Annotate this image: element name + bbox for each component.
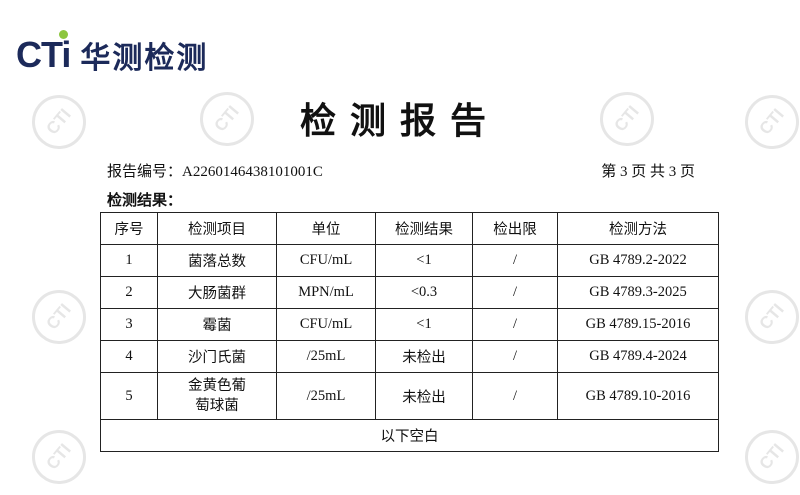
watermark-stamp: CTI (20, 418, 98, 495)
report-title: 检测报告 (299, 101, 500, 141)
table-cell: CFU/mL (276, 244, 376, 277)
column-header: 检出限 (472, 212, 558, 245)
table-cell: 4 (100, 340, 158, 373)
logo-latin: CTi (16, 30, 71, 76)
table-cell: GB 4789.2-2022 (557, 244, 719, 277)
table-header-row: 序号 检测项目 单位 检测结果 检出限 检测方法 (100, 212, 719, 245)
table-cell: CFU/mL (276, 308, 376, 341)
table-cell: GB 4789.3-2025 (557, 276, 719, 309)
column-header: 检测方法 (557, 212, 719, 245)
table-cell: / (472, 372, 558, 420)
table-cell: / (472, 244, 558, 277)
table-cell: 2 (100, 276, 158, 309)
blank-note: 以下空白 (100, 419, 719, 452)
section-heading: 检测结果： (107, 193, 183, 209)
report-number-value: A2260146438101001C (182, 164, 323, 180)
table-footer-row: 以下空白 (100, 419, 719, 452)
table-row: 5 金黄色葡萄球菌/25mL 未检出 / GB 4789.10-2016 (100, 372, 719, 420)
table-cell: 沙门氏菌 (157, 340, 277, 373)
results-table: 序号 检测项目 单位 检测结果 检出限 检测方法 1 菌落总数 CFU/mL <1/GB 4789… (100, 212, 719, 452)
table-cell: GB 4789.10-2016 (557, 372, 719, 420)
table-row: 3 霉菌 CFU/mL <1/GB 4789.15-2016 (100, 308, 719, 341)
table-row: 2 大肠菌群 MPN/mL <0.3/GB 4789.3-2025 (100, 276, 719, 309)
watermark-stamp: CTI (733, 278, 800, 356)
table-cell: <1 (375, 244, 473, 277)
table-cell: GB 4789.4-2024 (557, 340, 719, 373)
page-info: 第 3 页 共 3 页 (601, 164, 695, 180)
table-row: 4 沙门氏菌/25mL 未检出 / GB 4789.4-2024 (100, 340, 719, 373)
table-cell: /25mL (276, 372, 376, 420)
column-header: 单位 (276, 212, 376, 245)
table-cell: GB 4789.15-2016 (557, 308, 719, 341)
column-header: 检测项目 (157, 212, 277, 245)
report-number-label: 报告编号： (107, 164, 183, 180)
table-cell: / (472, 340, 558, 373)
table-cell: 菌落总数 (157, 244, 277, 277)
table-cell: MPN/mL (276, 276, 376, 309)
table-row: 1 菌落总数 CFU/mL <1/GB 4789.2-2022 (100, 244, 719, 277)
table-cell: <0.3 (375, 276, 473, 309)
table-cell: / (472, 308, 558, 341)
table-cell: 大肠菌群 (157, 276, 277, 309)
table-cell: / (472, 276, 558, 309)
table-cell: 5 (100, 372, 158, 420)
column-header: 序号 (100, 212, 158, 245)
table-cell: 霉菌 (157, 308, 277, 341)
watermark-stamp: CTI (733, 418, 800, 495)
logo-dot (59, 30, 69, 39)
table-cell: 1 (100, 244, 158, 277)
table-cell: /25mL (276, 340, 376, 373)
report-number: 报告编号：A2260146438101001C (107, 160, 323, 181)
table-cell: <1 (375, 308, 473, 341)
table-cell: 金黄色葡萄球菌 (157, 372, 277, 420)
company-logo: CTi 华测检测 (16, 30, 209, 77)
watermark-stamp: CTI (20, 278, 98, 356)
table-cell: 3 (100, 308, 158, 341)
table-cell: 未检出 (375, 340, 473, 373)
logo-chinese: 华测检测 (80, 41, 209, 76)
column-header: 检测结果 (375, 212, 473, 245)
table-cell: 未检出 (375, 372, 473, 420)
